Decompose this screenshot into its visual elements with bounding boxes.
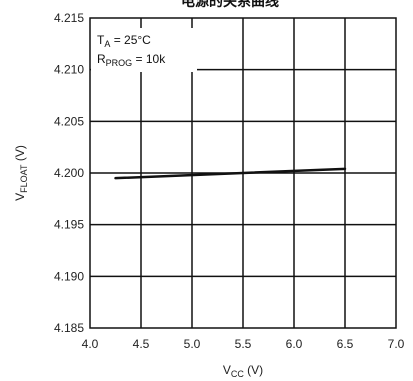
y-tick-label: 4.215 bbox=[54, 11, 84, 25]
y-tick-label: 4.190 bbox=[54, 269, 84, 283]
y-tick-label: 4.210 bbox=[54, 63, 84, 77]
data-series bbox=[114, 167, 347, 180]
x-tick-label: 4.0 bbox=[82, 337, 99, 351]
y-tick-labels: 4.185 4.190 4.195 4.200 4.205 4.210 4.215 bbox=[54, 11, 84, 335]
y-tick-label: 4.195 bbox=[54, 218, 84, 232]
x-tick-label: 6.5 bbox=[337, 337, 354, 351]
annotation-box: TA = 25°C RPROG = 10k bbox=[91, 28, 197, 72]
y-axis-title: VFLOAT (V) bbox=[13, 145, 29, 201]
annotation-temperature: TA = 25°C bbox=[97, 33, 151, 49]
x-tick-label: 7.0 bbox=[388, 337, 405, 351]
y-tick-label: 4.185 bbox=[54, 321, 84, 335]
x-tick-label: 4.5 bbox=[133, 337, 150, 351]
x-tick-label: 5.5 bbox=[235, 337, 252, 351]
vfloat-curve bbox=[114, 167, 347, 180]
chart-heading: 电源的关系曲线 bbox=[181, 0, 279, 9]
x-tick-labels: 4.0 4.5 5.0 5.5 6.0 6.5 7.0 bbox=[82, 337, 405, 351]
x-tick-label: 6.0 bbox=[286, 337, 303, 351]
annotation-rprog: RPROG = 10k bbox=[97, 52, 166, 68]
y-tick-label: 4.205 bbox=[54, 114, 84, 128]
annotation-background bbox=[91, 28, 197, 72]
x-axis-title: VCC (V) bbox=[223, 363, 263, 379]
y-tick-label: 4.200 bbox=[54, 166, 84, 180]
x-tick-label: 5.0 bbox=[184, 337, 201, 351]
